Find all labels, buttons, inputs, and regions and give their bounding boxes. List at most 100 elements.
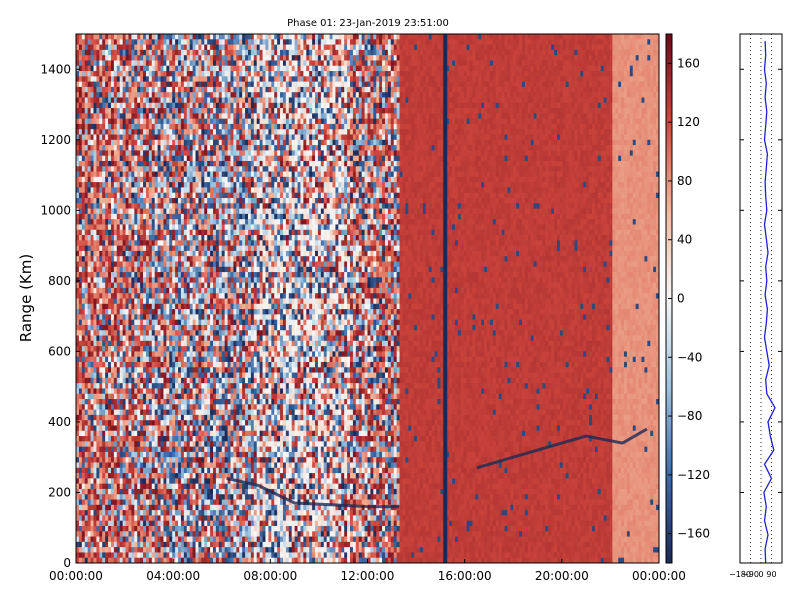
- heatmap-cell: [126, 60, 129, 66]
- heatmap-cell: [114, 193, 117, 199]
- heatmap-cell: [111, 547, 114, 553]
- heatmap-cell: [79, 140, 82, 146]
- heatmap-cell: [117, 394, 120, 400]
- heatmap-cell: [149, 346, 152, 352]
- heatmap-cell: [155, 66, 158, 72]
- heatmap-cell: [96, 346, 99, 352]
- heatmap-cell: [146, 415, 149, 421]
- heatmap-cell: [108, 410, 111, 416]
- heatmap-cell: [146, 394, 149, 400]
- heatmap-cell: [146, 489, 149, 495]
- heatmap-cell: [128, 468, 131, 474]
- heatmap-cell: [146, 50, 149, 56]
- heatmap-cell: [134, 150, 137, 156]
- heatmap-cell: [114, 45, 117, 51]
- heatmap-cell: [137, 420, 140, 426]
- heatmap-cell: [155, 330, 158, 336]
- heatmap-cell: [82, 140, 85, 146]
- heatmap-cell: [140, 277, 143, 283]
- heatmap-cell: [152, 166, 155, 172]
- heatmap-cell: [96, 172, 99, 178]
- heatmap-cell: [152, 468, 155, 474]
- heatmap-cell: [161, 71, 164, 77]
- heatmap-cell: [85, 378, 88, 384]
- heatmap-cell: [111, 108, 114, 114]
- heatmap-cell: [102, 224, 105, 230]
- heatmap-cell: [85, 320, 88, 326]
- heatmap-cell: [99, 542, 102, 548]
- heatmap-cell: [96, 447, 99, 453]
- heatmap-cell: [143, 452, 146, 458]
- heatmap-cell: [88, 547, 91, 553]
- heatmap-cell: [140, 425, 143, 431]
- heatmap-cell: [146, 92, 149, 98]
- heatmap-cell: [149, 39, 152, 45]
- heatmap-cell: [114, 209, 117, 215]
- heatmap-cell: [91, 129, 94, 135]
- heatmap-cell: [155, 140, 158, 146]
- heatmap-cell: [96, 299, 99, 305]
- heatmap-cell: [82, 378, 85, 384]
- heatmap-cell: [128, 457, 131, 463]
- heatmap-cell: [120, 425, 123, 431]
- heatmap-cell: [102, 55, 105, 61]
- heatmap-cell: [137, 97, 140, 103]
- heatmap-cell: [99, 314, 102, 320]
- heatmap-cell: [158, 156, 161, 162]
- heatmap-cell: [146, 235, 149, 241]
- heatmap-cell: [155, 325, 158, 331]
- heatmap-cell: [126, 357, 129, 363]
- heatmap-cell: [105, 87, 108, 93]
- heatmap-cell: [99, 484, 102, 490]
- heatmap-cell: [146, 277, 149, 283]
- heatmap-cell: [137, 135, 140, 141]
- heatmap-cell: [82, 187, 85, 193]
- heatmap-cell: [137, 156, 140, 162]
- heatmap-cell: [128, 235, 131, 241]
- heatmap-cell: [111, 135, 114, 141]
- heatmap-cell: [105, 500, 108, 506]
- heatmap-cell: [149, 415, 152, 421]
- heatmap-cell: [85, 55, 88, 61]
- heatmap-cell: [114, 431, 117, 437]
- heatmap-cell: [126, 193, 129, 199]
- heatmap-cell: [149, 447, 152, 453]
- heatmap-cell: [143, 473, 146, 479]
- heatmap-cell: [131, 230, 134, 236]
- heatmap-cell: [140, 240, 143, 246]
- heatmap-cell: [128, 346, 131, 352]
- heatmap-cell: [105, 515, 108, 521]
- heatmap-cell: [161, 230, 164, 236]
- heatmap-cell: [134, 203, 137, 209]
- heatmap-cell: [158, 135, 161, 141]
- heatmap-cell: [128, 219, 131, 225]
- heatmap-cell: [88, 373, 91, 379]
- heatmap-cell: [126, 367, 129, 373]
- heatmap-cell: [134, 39, 137, 45]
- heatmap-cell: [152, 97, 155, 103]
- heatmap-cell: [134, 246, 137, 252]
- heatmap-cell: [91, 362, 94, 368]
- heatmap-cell: [137, 209, 140, 215]
- heatmap-cell: [114, 537, 117, 543]
- heatmap-cell: [88, 203, 91, 209]
- heatmap-cell: [152, 357, 155, 363]
- heatmap-cell: [123, 441, 126, 447]
- heatmap-cell: [155, 494, 158, 500]
- heatmap-cell: [140, 552, 143, 558]
- heatmap-cell: [93, 394, 96, 400]
- heatmap-cell: [82, 161, 85, 167]
- heatmap-cell: [120, 108, 123, 114]
- heatmap-cell: [114, 214, 117, 220]
- heatmap-cell: [93, 203, 96, 209]
- heatmap-cell: [158, 505, 161, 511]
- heatmap-cell: [105, 547, 108, 553]
- heatmap-cell: [108, 50, 111, 56]
- heatmap-cell: [99, 320, 102, 326]
- heatmap-cell: [155, 34, 158, 40]
- heatmap-cell: [85, 235, 88, 241]
- heatmap-cell: [131, 494, 134, 500]
- heatmap-cell: [155, 346, 158, 352]
- heatmap-cell: [137, 240, 140, 246]
- heatmap-cell: [161, 145, 164, 151]
